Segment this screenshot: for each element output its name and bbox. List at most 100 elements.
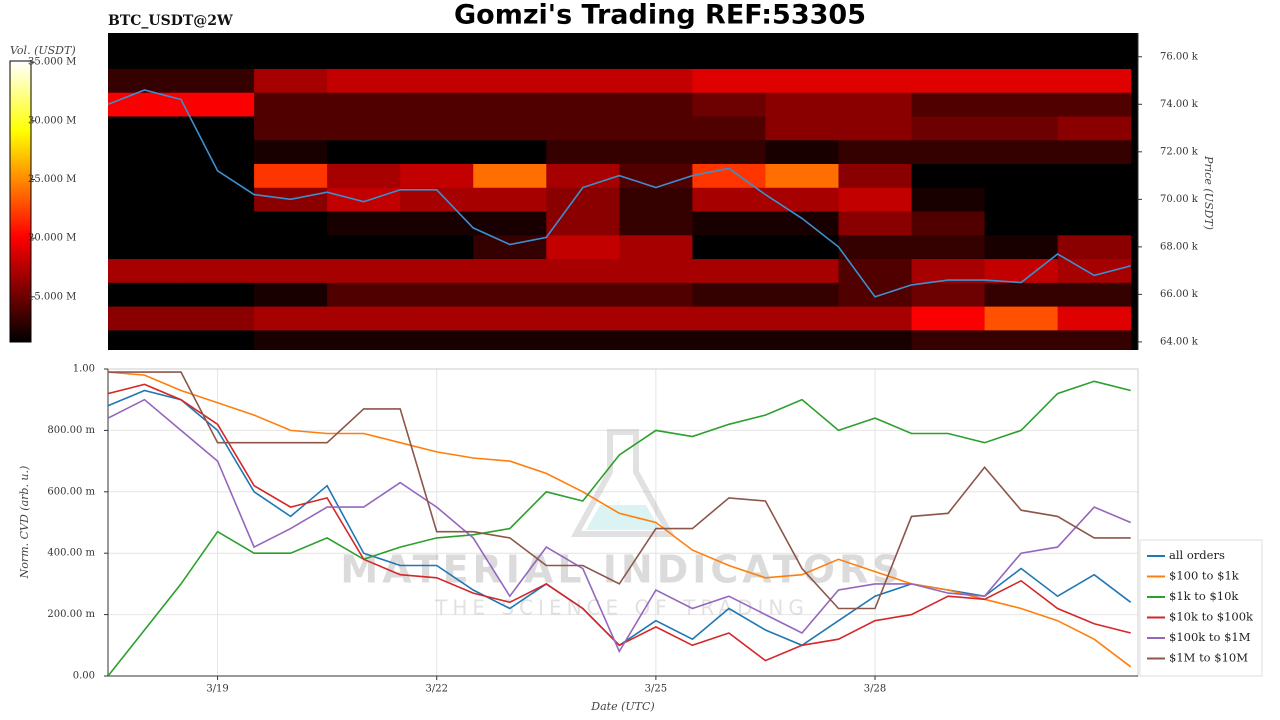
colorbar-tick-label: 35.000 M [28, 57, 76, 68]
heatmap-cell [108, 211, 182, 236]
heatmap-cell [400, 282, 474, 307]
heatmap-cell [400, 187, 474, 212]
heatmap-cell [473, 187, 547, 212]
heatmap-cell [619, 282, 693, 307]
heatmap-cell [108, 282, 182, 307]
y-tick-label: 64.00 k [1160, 336, 1199, 347]
y-tick-label: 600.00 m [47, 486, 95, 497]
heatmap-cell [984, 44, 1059, 69]
heatmap-cell [984, 187, 1059, 212]
y-axis-label: Price (USDT) [1202, 155, 1215, 230]
heatmap-cell [765, 211, 839, 236]
heatmap-cell [327, 116, 401, 141]
heatmap-cell [400, 306, 474, 331]
y-tick-label: 400.00 m [47, 548, 95, 559]
heatmap-cell [692, 234, 766, 260]
heatmap-cell [692, 282, 766, 307]
heatmap-cell [254, 258, 328, 283]
heatmap-cell [108, 68, 182, 93]
heatmap-cell [546, 44, 620, 69]
heatmap-cell [1057, 44, 1132, 69]
x-tick-label: 3/25 [645, 684, 667, 695]
heatmap-cell [473, 282, 547, 307]
y-tick-label: 70.00 k [1160, 194, 1199, 205]
heatmap-cell [984, 282, 1059, 307]
heatmap-cell [400, 234, 474, 260]
heatmap-cell [254, 68, 328, 93]
price-line [108, 89, 1131, 298]
heatmap-cell [546, 211, 620, 236]
heatmap-cell [473, 116, 547, 141]
y-axis-label: Norm. CVD (arb. u.) [18, 466, 31, 580]
x-tick-label: 3/28 [864, 684, 886, 695]
heatmap-cell [254, 139, 328, 164]
heatmap-cell [692, 258, 766, 283]
heatmap-cell [400, 139, 474, 164]
heatmap-cell [400, 92, 474, 117]
heatmap-cell [327, 211, 401, 236]
heatmap-cell [546, 68, 620, 93]
heatmap-cell [473, 306, 547, 331]
heatmap-cell [911, 187, 986, 212]
heatmap-cell [692, 139, 766, 164]
heatmap-cell [181, 187, 255, 212]
heatmap-cell [473, 44, 547, 69]
legend-label: $1M to $10M [1169, 651, 1248, 665]
heatmap-cell [911, 330, 986, 350]
heatmap-cell [911, 116, 986, 141]
heatmap-cell [546, 92, 620, 117]
heatmap-cell [619, 234, 693, 260]
heatmap-cell [765, 163, 839, 188]
heatmap-cell [108, 258, 182, 283]
heatmap-cell [181, 258, 255, 283]
heatmap-cell [838, 163, 913, 188]
heatmap-cell [619, 330, 693, 350]
heatmap-cell [327, 92, 401, 117]
heatmap-cell [546, 163, 620, 188]
heatmap-cell [546, 282, 620, 307]
y-tick-label: 800.00 m [47, 425, 95, 436]
heatmap-cell [473, 330, 547, 350]
heatmap-cell [327, 306, 401, 331]
heatmap-cell [838, 330, 913, 350]
y-tick-label: 76.00 k [1160, 51, 1199, 62]
heatmap-cell [984, 139, 1059, 164]
heatmap-cell [765, 139, 839, 164]
heatmap-cell [1057, 187, 1132, 212]
heatmap-cell [1057, 330, 1132, 350]
heatmap-cell [400, 330, 474, 350]
heatmap-cell [473, 68, 547, 93]
heatmap-cell [108, 330, 182, 350]
heatmap-cell [327, 282, 401, 307]
heatmap-cell [838, 68, 913, 93]
heatmap-cell [911, 68, 986, 93]
heatmap-cell [254, 44, 328, 69]
y-tick-label: 74.00 k [1160, 99, 1199, 110]
heatmap-cell [546, 258, 620, 283]
heatmap-cell [838, 92, 913, 117]
heatmap-cell [108, 139, 182, 164]
heatmap-cell [1057, 116, 1132, 141]
heatmap-cell [327, 44, 401, 69]
heatmap-cell [1057, 258, 1132, 283]
heatmap-cell [911, 44, 986, 69]
heatmap-cell [400, 116, 474, 141]
legend-label: $100k to $1M [1169, 630, 1251, 644]
heatmap-cell [546, 306, 620, 331]
heatmap-cell [108, 163, 182, 188]
heatmap-cell [765, 306, 839, 331]
heatmap-cell [692, 68, 766, 93]
heatmap-cell [254, 163, 328, 188]
heatmap-cell [254, 282, 328, 307]
heatmap-cell [984, 330, 1059, 350]
heatmap-cell [181, 139, 255, 164]
heatmap-cell [1057, 306, 1132, 331]
heatmap-cell [765, 44, 839, 69]
heatmap-cell [619, 306, 693, 331]
heatmap-cell [1057, 211, 1132, 236]
heatmap-cell [838, 116, 913, 141]
heatmap-cell [692, 163, 766, 188]
heatmap-cell [181, 306, 255, 331]
heatmap-cell [984, 68, 1059, 93]
